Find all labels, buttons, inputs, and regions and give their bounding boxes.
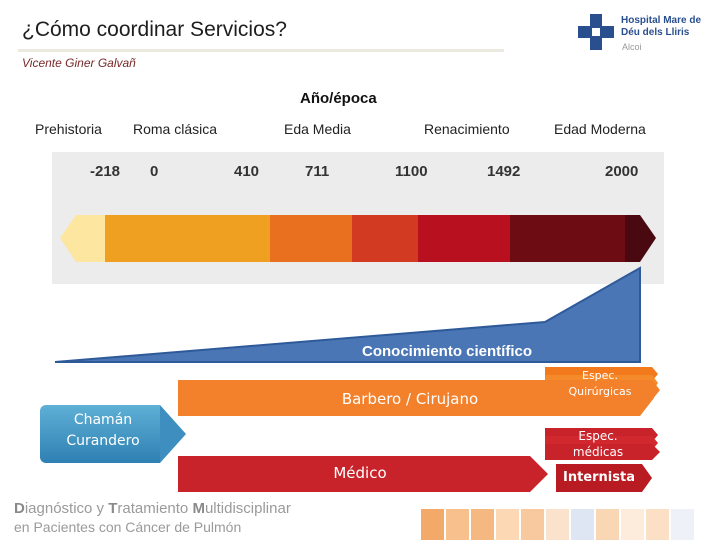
year-label: 1492 <box>487 163 521 180</box>
medical-specialties-chevron <box>545 444 660 460</box>
footer-title: Diagnóstico y Tratamiento Multidisciplin… <box>14 500 291 517</box>
era-band-renacimiento <box>418 215 510 262</box>
year-label: 410 <box>234 163 260 180</box>
epoch-heading: Año/época <box>300 90 377 107</box>
doctor-label: Médico <box>333 464 387 482</box>
shaman-label: Chamán Curandero <box>66 412 140 449</box>
year-label: 2000 <box>605 163 639 180</box>
internist-label: Internista <box>563 470 635 485</box>
year-label: -218 <box>90 163 121 180</box>
doctor-chevron <box>178 456 548 492</box>
era-band-moderna <box>510 215 625 262</box>
barber-chevron <box>178 380 654 416</box>
barber-label: Barbero / Cirujano <box>341 390 479 408</box>
era-label: Roma clásica <box>133 121 218 137</box>
era-band-roma <box>105 215 270 262</box>
hospital-cross-icon <box>578 14 614 50</box>
era-label: Prehistoria <box>35 121 102 137</box>
title-divider <box>18 49 504 52</box>
slide-title: ¿Cómo coordinar Servicios? <box>22 18 287 41</box>
year-label: 711 <box>305 163 330 180</box>
hospital-logo-text: Hospital Mare de Déu dels Lliris <box>621 15 702 38</box>
medical-specialties-label: Espec. médicas <box>572 429 624 459</box>
timeline-arrow-tip <box>625 215 656 262</box>
knowledge-label: Conocimiento científico <box>362 343 533 360</box>
era-band-prehistoria <box>60 215 105 262</box>
era-label: Edad Moderna <box>554 121 646 137</box>
era-label: Eda Media <box>284 121 351 137</box>
author-name: Vicente Giner Galvañ <box>22 56 136 70</box>
surgical-specialties-label: Espec. Quirúrgicas <box>568 369 632 398</box>
year-label: 0 <box>150 163 159 180</box>
footer-subtitle: en Pacientes con Cáncer de Pulmón <box>14 519 242 535</box>
hospital-logo-city: Alcoi <box>622 42 642 52</box>
era-label: Renacimiento <box>424 121 510 137</box>
surgical-specialties-chevron <box>545 380 660 400</box>
knowledge-wedge <box>54 266 641 363</box>
year-label: 1100 <box>395 163 428 180</box>
era-band-eda-media <box>270 215 352 262</box>
internist-chevron <box>556 464 652 492</box>
era-band-transition <box>352 215 418 262</box>
shaman-chevron: Chamán Curandero <box>40 405 186 463</box>
